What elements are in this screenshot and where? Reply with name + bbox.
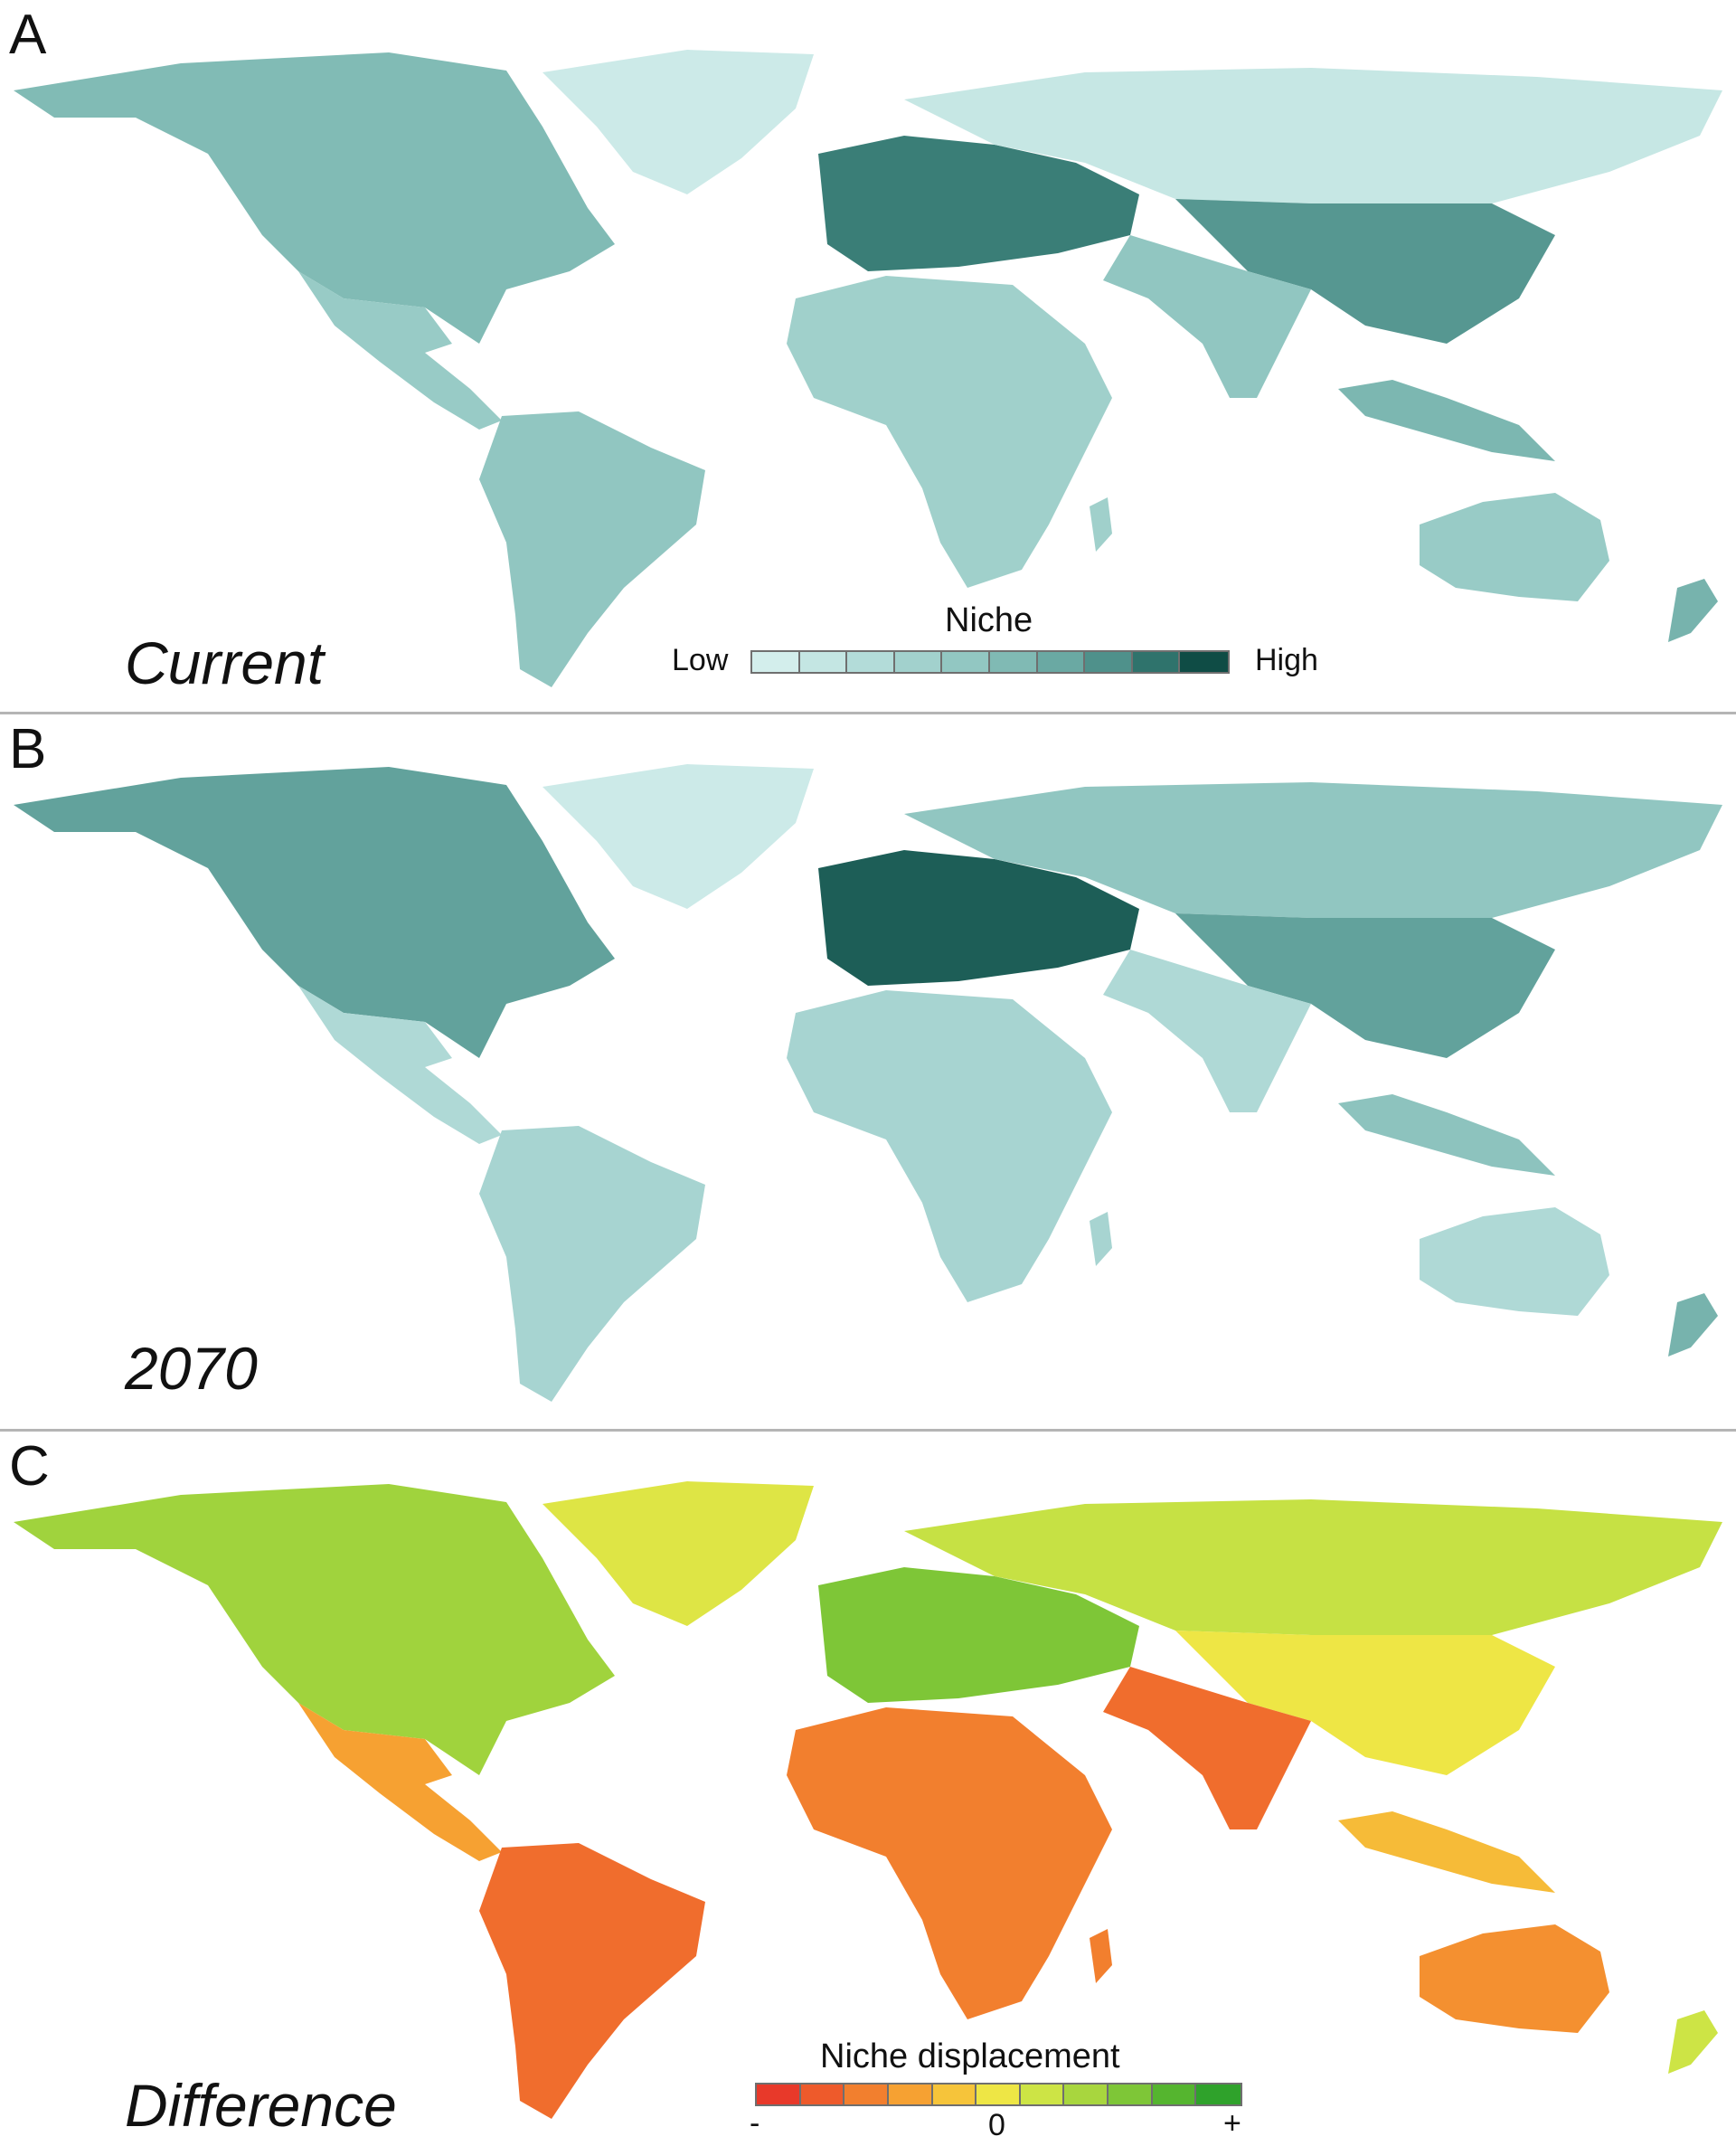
region-south-america xyxy=(479,1126,705,1402)
region-islands xyxy=(1338,1094,1555,1176)
region-madagascar xyxy=(1090,1212,1112,1266)
panel-letter-b: B xyxy=(9,718,47,780)
niche-swatch-2 xyxy=(799,652,848,672)
panel-caption-difference: Difference xyxy=(125,2072,397,2139)
displacement-swatch-4 xyxy=(888,2085,933,2104)
region-islands xyxy=(1338,1811,1555,1893)
divider-ab xyxy=(0,712,1736,714)
niche-color-scale xyxy=(750,650,1230,674)
region-new-zealand xyxy=(1668,579,1718,642)
region-europe xyxy=(818,136,1139,271)
region-india xyxy=(1103,950,1311,1112)
world-map-current xyxy=(14,50,1722,687)
world-map-difference xyxy=(14,1481,1722,2119)
niche-swatch-8 xyxy=(1085,652,1133,672)
region-india xyxy=(1103,1667,1311,1829)
niche-swatch-5 xyxy=(942,652,990,672)
divider-bc xyxy=(0,1429,1736,1432)
region-australia xyxy=(1420,1924,1609,2033)
panel-2070: B 2070 xyxy=(0,714,1736,1429)
region-north-asia xyxy=(904,1499,1722,1635)
region-europe xyxy=(818,850,1139,986)
displacement-swatch-2 xyxy=(800,2085,845,2104)
displacement-legend: Niche displacement - 0 + xyxy=(746,2037,1252,2141)
panel-letter-c: C xyxy=(9,1435,50,1498)
region-south-america xyxy=(479,1843,705,2119)
region-india xyxy=(1103,235,1311,398)
region-north-america xyxy=(14,52,615,344)
region-north-america xyxy=(14,1484,615,1775)
region-new-zealand xyxy=(1668,2010,1718,2074)
displacement-swatch-11 xyxy=(1196,2085,1241,2104)
displacement-color-scale xyxy=(755,2083,1242,2106)
displacement-legend-minus-label: - xyxy=(750,2106,760,2141)
displacement-swatch-6 xyxy=(976,2085,1021,2104)
niche-legend-high-label: High xyxy=(1255,643,1318,677)
region-north-asia xyxy=(904,68,1722,203)
region-north-asia xyxy=(904,782,1722,918)
niche-legend: Niche Low High xyxy=(669,601,1338,683)
region-africa xyxy=(787,1707,1112,2019)
niche-swatch-7 xyxy=(1037,652,1086,672)
panel-caption-current: Current xyxy=(125,629,325,696)
world-map-2070 xyxy=(14,764,1722,1402)
panel-difference: C Difference Niche displacement - 0 + xyxy=(0,1432,1736,2146)
panel-letter-a: A xyxy=(9,4,47,66)
land-regions xyxy=(14,764,1722,1402)
niche-swatch-1 xyxy=(752,652,800,672)
region-europe xyxy=(818,1567,1139,1703)
region-central-america xyxy=(298,271,502,430)
region-madagascar xyxy=(1090,1929,1112,1983)
region-madagascar xyxy=(1090,497,1112,552)
region-africa xyxy=(787,276,1112,588)
region-greenland xyxy=(542,50,814,194)
panel-caption-2070: 2070 xyxy=(125,1335,258,1402)
niche-swatch-6 xyxy=(989,652,1038,672)
region-greenland xyxy=(542,764,814,909)
niche-legend-low-label: Low xyxy=(672,643,729,677)
region-africa xyxy=(787,990,1112,1302)
niche-swatch-10 xyxy=(1180,652,1228,672)
region-north-america xyxy=(14,767,615,1058)
displacement-legend-plus-label: + xyxy=(1223,2106,1241,2141)
region-east-asia xyxy=(1175,199,1555,344)
niche-swatch-4 xyxy=(894,652,943,672)
niche-legend-title: Niche xyxy=(945,601,1033,639)
land-regions xyxy=(14,50,1722,687)
region-central-america xyxy=(298,1703,502,1861)
region-australia xyxy=(1420,1207,1609,1316)
niche-swatch-9 xyxy=(1132,652,1181,672)
displacement-swatch-1 xyxy=(757,2085,801,2104)
region-south-america xyxy=(479,411,705,687)
niche-swatch-3 xyxy=(847,652,895,672)
displacement-legend-zero-label: 0 xyxy=(988,2108,1005,2142)
region-east-asia xyxy=(1175,1631,1555,1775)
region-australia xyxy=(1420,493,1609,601)
region-greenland xyxy=(542,1481,814,1626)
displacement-swatch-3 xyxy=(844,2085,889,2104)
displacement-legend-title: Niche displacement xyxy=(820,2037,1120,2075)
displacement-swatch-7 xyxy=(1020,2085,1065,2104)
region-new-zealand xyxy=(1668,1293,1718,1357)
displacement-swatch-10 xyxy=(1152,2085,1197,2104)
panel-current: A Current Niche Low High xyxy=(0,0,1736,712)
region-islands xyxy=(1338,380,1555,461)
region-east-asia xyxy=(1175,913,1555,1058)
displacement-swatch-5 xyxy=(932,2085,977,2104)
land-regions xyxy=(14,1481,1722,2119)
displacement-swatch-8 xyxy=(1064,2085,1109,2104)
displacement-swatch-9 xyxy=(1109,2085,1153,2104)
region-central-america xyxy=(298,986,502,1144)
